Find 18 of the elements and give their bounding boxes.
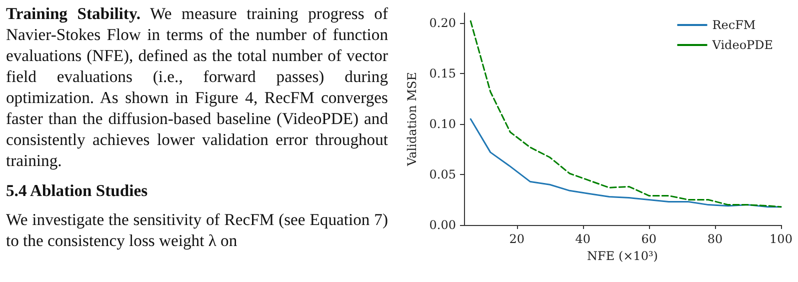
x-tick-label: 100	[770, 232, 792, 246]
y-tick-label: 0.05	[429, 168, 456, 182]
x-tick-label: 60	[641, 232, 657, 246]
legend-label: VideoPDE	[711, 38, 774, 52]
line-series	[470, 20, 782, 208]
x-tick-label: 20	[509, 232, 524, 246]
x-tick-label: 40	[575, 232, 591, 246]
y-tick-label: 0.15	[429, 66, 456, 81]
x-axis-title: NFE (×10³)	[587, 248, 658, 263]
text: We investigate the sensitivity of RecFM (see Equation 7) to the consistency loss weight λ on	[6, 209, 388, 251]
y-tick-label: 0.10	[429, 117, 456, 132]
y-tick-label: 0.20	[429, 16, 456, 30]
text: 5.4 Ablation Studies	[6, 181, 149, 201]
x-tick-label: 80	[707, 232, 723, 246]
y-axis-title: Validation MSE	[405, 72, 419, 167]
y-tick-label: 0.00	[429, 218, 456, 232]
text: Training Stability.	[6, 4, 140, 23]
legend-label: RecFM	[712, 18, 756, 32]
